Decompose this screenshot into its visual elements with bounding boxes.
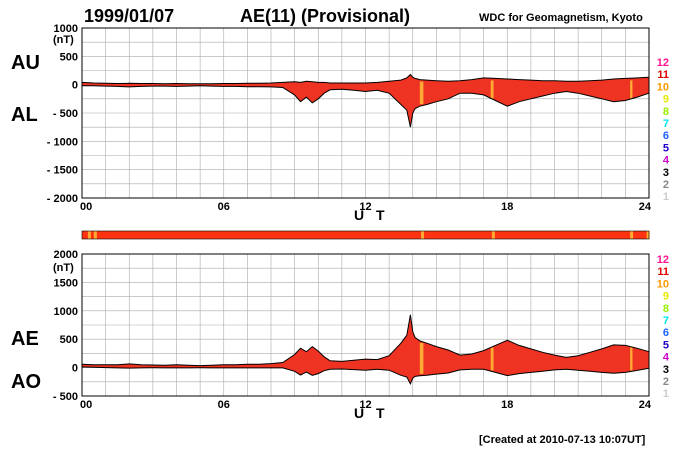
ae-ao-x-tick-label: 18 — [501, 399, 513, 411]
legend-item-2: 2 — [663, 179, 669, 191]
ae-ao-y-ticks: 2000 1500 1000 500 0 - 500 — [53, 249, 78, 403]
legend-item-9: 9 — [663, 94, 669, 106]
ae-ao-lower-line — [81, 366, 650, 385]
au-al-y-tick-label: - 2000 — [47, 193, 78, 205]
au-al-y-tick-label: 1000 — [54, 23, 78, 35]
activity-band-highlight — [491, 231, 495, 239]
legend-item-4: 4 — [663, 155, 670, 167]
au-al-y-tick-label: 0 — [72, 80, 78, 92]
au-al-x-tick-label: 18 — [501, 201, 513, 213]
legend-item-11: 11 — [657, 69, 669, 81]
au-al-y-tick-label: - 1000 — [47, 136, 78, 148]
ae-ao-x-tick-label: 12 — [359, 399, 371, 411]
au-al-x-tick-label: 06 — [218, 201, 230, 213]
au-label: AU — [11, 52, 40, 74]
ae-ao-y-tick-label: - 500 — [53, 391, 78, 403]
legend-item-10: 10 — [657, 278, 669, 290]
au-al-lower-line — [82, 85, 650, 128]
page-title: AE(11) (Provisional) — [240, 6, 410, 26]
legend-item-9: 9 — [663, 291, 669, 303]
ae-ao-unit-label: (nT) — [53, 262, 74, 274]
ae-ao-y-tick-label: 2000 — [54, 249, 78, 261]
activity-band — [81, 230, 650, 240]
legend-item-1: 1 — [663, 191, 669, 203]
ae-label: AE — [11, 328, 39, 350]
activity-band-highlight — [421, 231, 425, 239]
ae-ao-highlight-stripe — [419, 342, 424, 374]
legend-item-3: 3 — [663, 364, 669, 376]
legend-item-4: 4 — [663, 352, 670, 364]
ae-ao-x-axis-label: U T — [354, 405, 389, 421]
ae-ao-frame — [81, 253, 650, 397]
ae-ao-highlight-stripe — [630, 347, 633, 371]
au-al-y-tick-label: - 1500 — [47, 165, 78, 177]
ae-ao-upper-line — [81, 314, 650, 367]
au-al-envelope-fill — [82, 74, 649, 128]
legend-item-10: 10 — [657, 81, 669, 93]
legend-item-12: 12 — [657, 57, 669, 69]
ao-label: AO — [11, 371, 41, 393]
au-al-highlight-stripe — [630, 80, 633, 99]
legend-item-8: 8 — [663, 303, 669, 315]
ae-ao-x-ticks: 00 06 12 18 24 — [80, 399, 652, 411]
ae-ao-marks — [81, 314, 650, 385]
activity-band-highlight — [93, 231, 97, 239]
au-al-marks — [81, 73, 650, 128]
legend-item-1: 1 — [663, 388, 669, 400]
ae-ao-highlight-stripe — [490, 347, 494, 371]
au-al-highlight-stripe — [419, 81, 424, 105]
ae-ao-y-tick-label: 1000 — [54, 306, 78, 318]
date-label: 1999/01/07 — [84, 6, 174, 26]
activity-band-frame — [81, 230, 650, 240]
au-al-y-tick-label: 500 — [60, 51, 78, 63]
au-al-x-ticks: 00 06 12 18 24 — [80, 201, 652, 213]
au-al-upper-line — [81, 73, 650, 85]
au-al-grid — [82, 28, 649, 198]
activity-band-highlight — [630, 231, 634, 239]
ae-ao-y-tick-label: 0 — [72, 363, 78, 375]
activity-band-fill — [82, 231, 649, 239]
ae-ao-x-tick-label: 24 — [639, 399, 652, 411]
au-al-frame — [81, 27, 650, 199]
legend-item-5: 5 — [663, 142, 669, 154]
legend-item-6: 6 — [663, 327, 669, 339]
legend-item-2: 2 — [663, 376, 669, 388]
activity-band-highlight — [646, 231, 650, 239]
legend-item-3: 3 — [663, 167, 669, 179]
au-al-y-ticks: 1000 500 0 - 500 - 1000 - 1500 - 2000 — [47, 23, 78, 205]
ae-ao-x-tick-label: 00 — [80, 399, 92, 411]
legend-item-7: 7 — [663, 118, 669, 130]
au-al-x-tick-label: 12 — [359, 201, 371, 213]
au-al-y-tick-label: - 500 — [53, 108, 78, 120]
au-al-panel: 1000 500 0 - 500 - 1000 - 1500 - 2000 00 06 12 18… — [11, 23, 652, 223]
ae-ao-envelope-fill — [82, 314, 649, 384]
ae-ao-panel: 2000 1500 1000 500 0 - 500 00 06 12 18 24 (nT) AE… — [11, 249, 652, 421]
legend-item-12: 12 — [657, 254, 669, 266]
au-al-x-tick-label: 00 — [80, 201, 92, 213]
au-al-unit-label: (nT) — [53, 34, 74, 46]
created-timestamp: [Created at 2010-07-13 10:07UT] — [479, 434, 646, 446]
au-al-x-axis-label: U T — [354, 207, 389, 223]
ae-ao-y-tick-label: 500 — [60, 334, 78, 346]
au-al-x-tick-label: 24 — [639, 201, 652, 213]
activity-band-highlight — [87, 231, 91, 239]
ae-ao-x-tick-label: 06 — [218, 399, 230, 411]
legend-item-7: 7 — [663, 315, 669, 327]
organization-label: WDC for Geomagnetism, Kyoto — [479, 12, 643, 24]
au-al-highlight-stripe — [490, 80, 494, 99]
al-label: AL — [11, 104, 38, 126]
legend-item-6: 6 — [663, 130, 669, 142]
legend-item-11: 11 — [657, 266, 669, 278]
ae-ao-y-tick-label: 1500 — [54, 277, 78, 289]
legend-item-5: 5 — [663, 339, 669, 351]
legend-item-8: 8 — [663, 106, 669, 118]
